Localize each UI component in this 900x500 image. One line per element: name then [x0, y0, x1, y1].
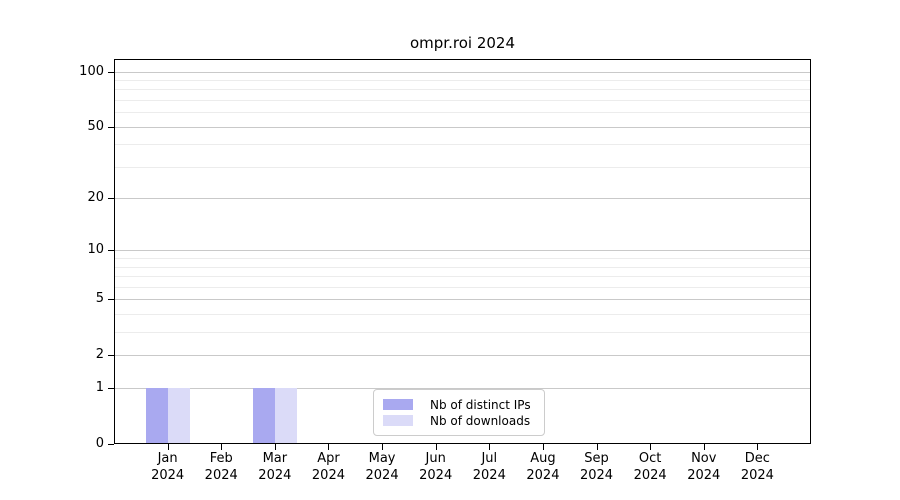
y-axis-tick-20 [108, 198, 114, 199]
gridline-minor-9 [115, 258, 810, 260]
gridline-minor-80 [115, 89, 810, 91]
x-axis-tick-label-sep: Sep 2024 [579, 451, 614, 483]
x-axis-tick-aug [543, 444, 544, 450]
gridline-minor-30 [115, 166, 810, 168]
gridline-minor-60 [115, 112, 810, 114]
x-axis-tick-label-jul: Jul 2024 [472, 451, 506, 483]
legend-item-downloads: Nb of downloads [383, 413, 536, 428]
x-axis-tick-label-dec: Dec 2024 [740, 451, 774, 483]
legend-label-downloads: Nb of downloads [430, 413, 531, 428]
y-axis-tick-5 [108, 299, 114, 300]
legend-swatch-distinct-ips [383, 399, 413, 410]
x-axis-tick-apr [328, 444, 329, 450]
y-axis-tick-label-50: 50 [87, 118, 104, 134]
y-axis-tick-label-2: 2 [95, 347, 104, 363]
y-axis-tick-100 [108, 72, 114, 73]
y-axis-tick-10 [108, 250, 114, 251]
x-axis-tick-feb [221, 444, 222, 450]
x-axis-tick-label-apr: Apr 2024 [311, 451, 345, 483]
gridline-major-1 [115, 388, 810, 390]
y-axis-tick-0 [108, 444, 114, 445]
x-axis-tick-oct [650, 444, 651, 450]
bar-distinct-ips-mar [252, 388, 275, 443]
y-axis-tick-label-5: 5 [95, 291, 104, 307]
x-axis-tick-label-aug: Aug 2024 [526, 451, 560, 483]
gridline-major-5 [115, 299, 810, 301]
x-axis-tick-sep [597, 444, 598, 450]
x-axis-tick-jan [168, 444, 169, 450]
gridline-minor-7 [115, 276, 810, 278]
gridline-minor-8 [115, 266, 810, 268]
x-axis-tick-dec [757, 444, 758, 450]
x-axis-tick-label-mar: Mar 2024 [258, 451, 292, 483]
x-axis-tick-label-jun: Jun 2024 [419, 451, 453, 483]
x-axis-tick-jun [436, 444, 437, 450]
y-axis-tick-50 [108, 127, 114, 128]
x-axis-tick-label-may: May 2024 [365, 451, 399, 483]
legend-item-distinct-ips: Nb of distinct IPs [383, 397, 536, 412]
gridline-minor-90 [115, 79, 810, 81]
gridline-minor-70 [115, 99, 810, 101]
bar-downloads-mar [274, 388, 297, 443]
x-axis-tick-mar [275, 444, 276, 450]
chart-title: ompr.roi 2024 [410, 34, 515, 52]
x-axis-tick-may [382, 444, 383, 450]
gridline-major-2 [115, 355, 810, 357]
x-axis-tick-nov [704, 444, 705, 450]
gridline-major-20 [115, 198, 810, 200]
gridline-minor-6 [115, 286, 810, 288]
gridline-major-10 [115, 250, 810, 252]
bar-distinct-ips-jan [145, 388, 168, 443]
y-axis-tick-label-100: 100 [79, 63, 104, 79]
gridline-major-100 [115, 71, 810, 73]
y-axis-tick-label-0: 0 [95, 436, 104, 451]
gridline-minor-40 [115, 144, 810, 146]
gridline-minor-3 [115, 332, 810, 334]
plot-area [114, 59, 811, 444]
y-axis-tick-label-20: 20 [87, 190, 104, 206]
legend: Nb of distinct IPs Nb of downloads [373, 389, 545, 436]
bar-downloads-jan [167, 388, 190, 443]
x-axis-tick-label-oct: Oct 2024 [633, 451, 667, 483]
x-axis-tick-label-jan: Jan 2024 [151, 451, 185, 483]
y-axis-tick-1 [108, 388, 114, 389]
x-axis-tick-jul [489, 444, 490, 450]
y-axis-tick-label-1: 1 [95, 380, 104, 396]
gridline-major-50 [115, 126, 810, 128]
y-axis-tick-label-10: 10 [87, 242, 104, 258]
legend-label-distinct-ips: Nb of distinct IPs [430, 397, 531, 412]
y-axis-tick-2 [108, 355, 114, 356]
x-axis-tick-label-feb: Feb 2024 [204, 451, 238, 483]
gridline-minor-4 [115, 314, 810, 316]
legend-swatch-downloads [383, 415, 413, 426]
x-axis-tick-label-nov: Nov 2024 [687, 451, 721, 483]
